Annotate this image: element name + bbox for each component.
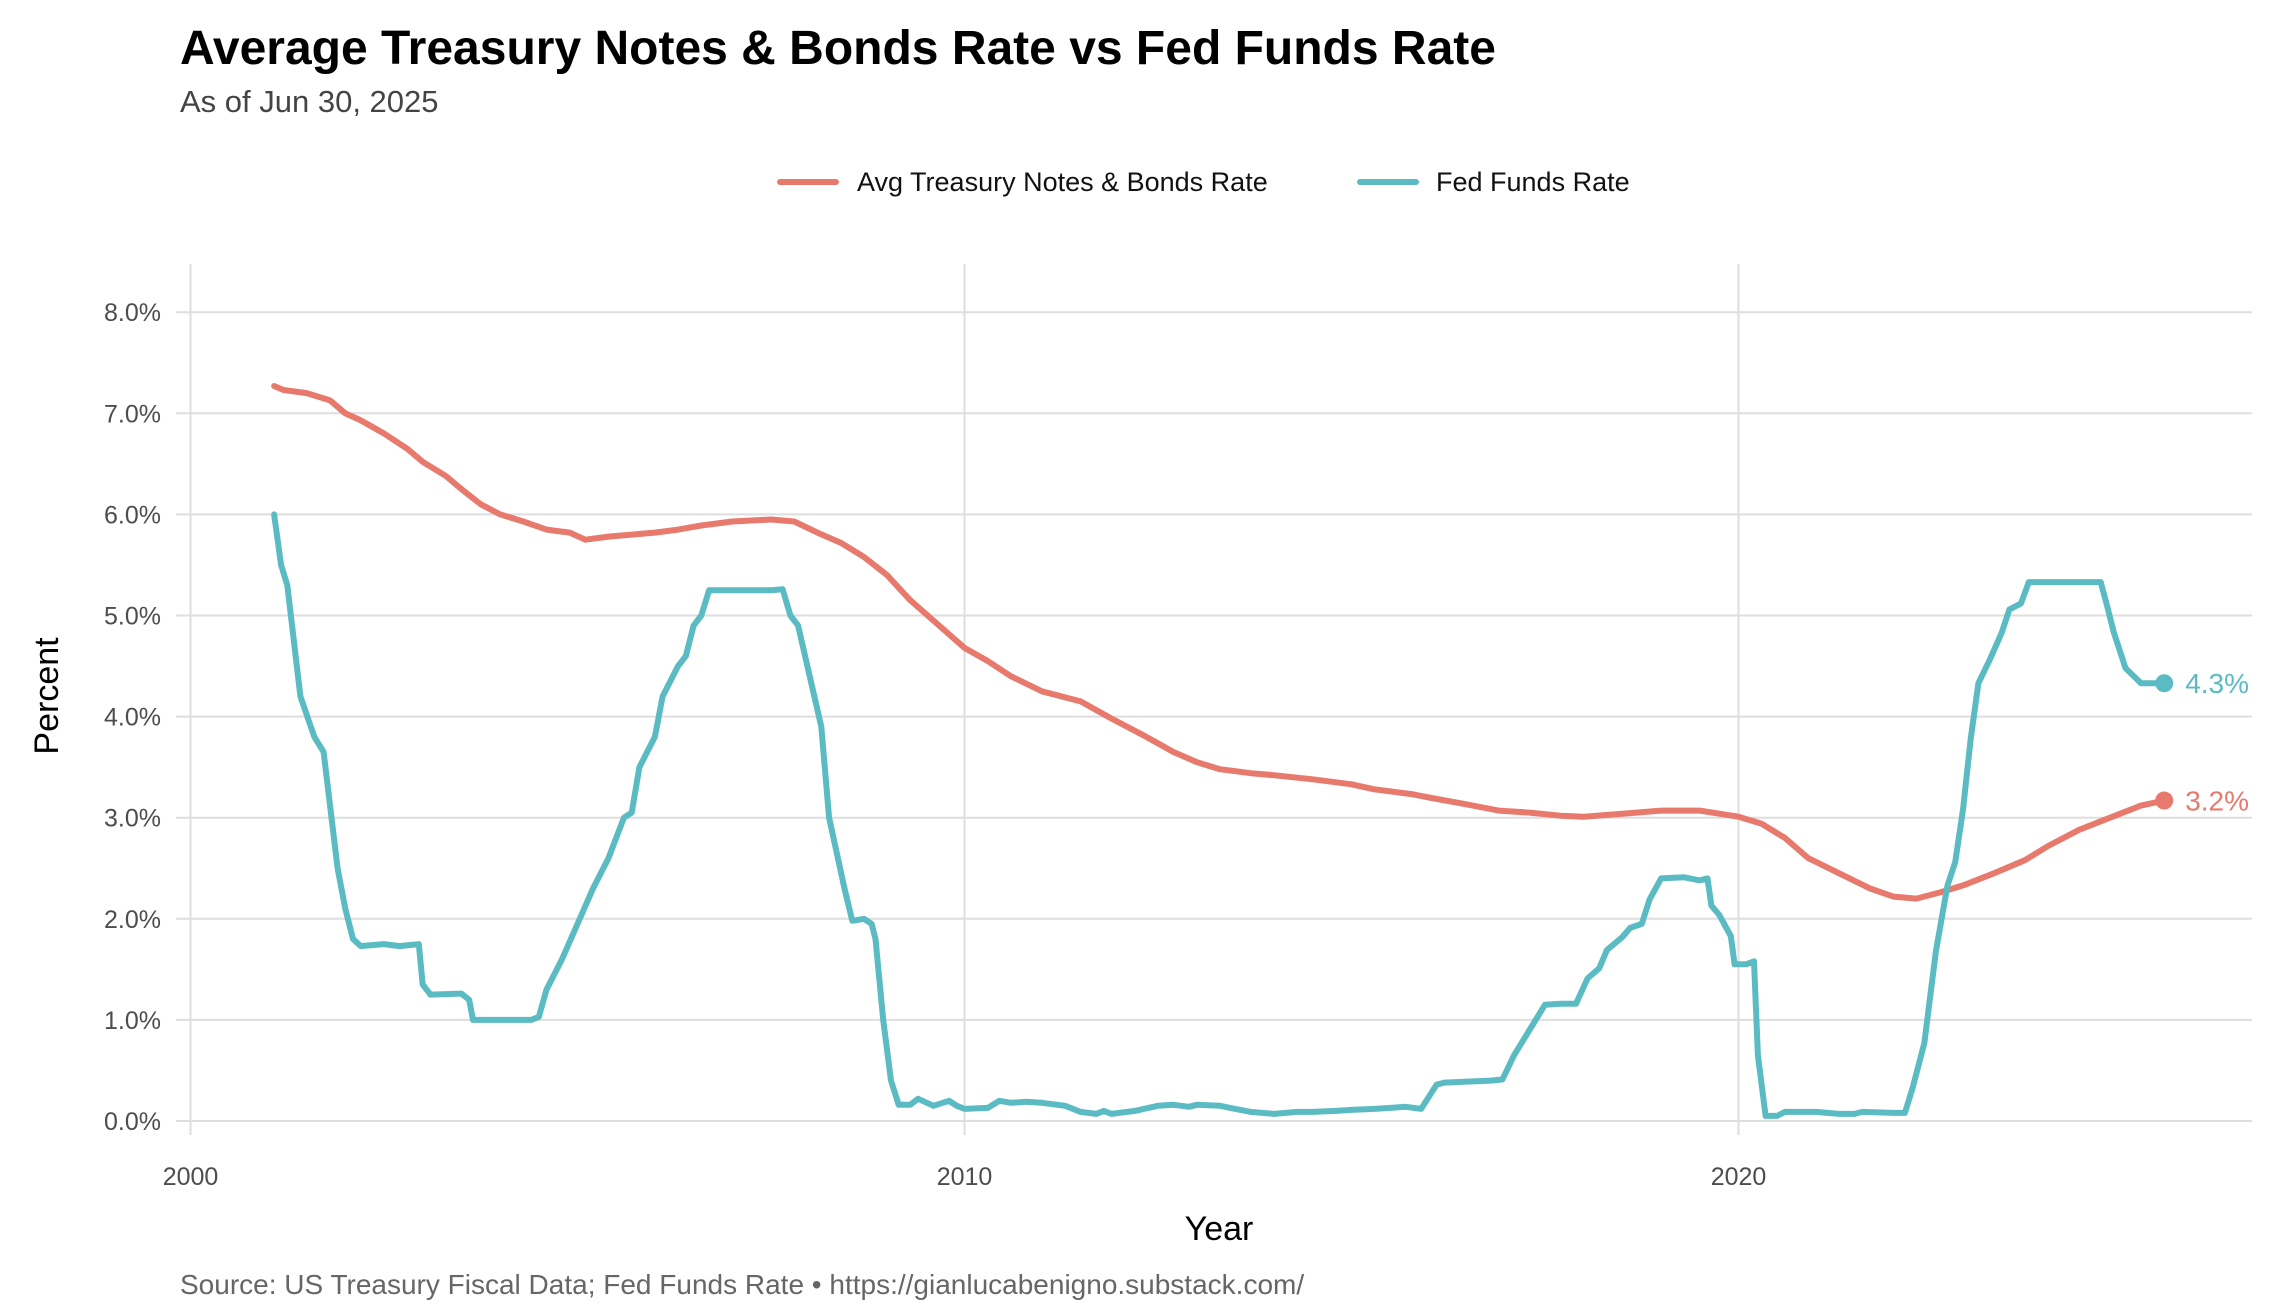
- y-axis-ticks: 0.0% 1.0% 2.0% 3.0% 4.0% 5.0% 6.0% 7.0% 8.0%: [104, 299, 161, 1136]
- y-tick-label: 5.0%: [104, 603, 161, 631]
- series-lines: 3.2% 4.3%: [271, 383, 2249, 1119]
- chart-title: Average Treasury Notes & Bonds Rate vs F…: [180, 22, 1496, 75]
- x-axis-ticks: 2000 2010 2020: [163, 1163, 1767, 1191]
- series-line-0: [271, 383, 2168, 902]
- y-tick-label: 1.0%: [104, 1007, 161, 1035]
- y-tick-label: 8.0%: [104, 299, 161, 327]
- chart-subtitle: As of Jun 30, 2025: [180, 84, 439, 119]
- y-tick-label: 6.0%: [104, 501, 161, 529]
- x-tick-label: 2010: [937, 1163, 993, 1191]
- end-label-0: 3.2%: [2185, 786, 2249, 817]
- end-point-0: [2155, 791, 2174, 810]
- x-tick-label: 2020: [1711, 1163, 1767, 1191]
- chart-caption: Source: US Treasury Fiscal Data; Fed Fun…: [180, 1269, 1304, 1300]
- x-axis-title: Year: [1185, 1210, 1254, 1248]
- legend: Avg Treasury Notes & Bonds Rate Fed Fund…: [777, 167, 1630, 197]
- end-label-1: 4.3%: [2185, 668, 2249, 699]
- y-tick-label: 7.0%: [104, 400, 161, 428]
- legend-label-fed-funds: Fed Funds Rate: [1436, 167, 1630, 197]
- series-line-1: [271, 511, 2168, 1119]
- y-tick-label: 0.0%: [104, 1108, 161, 1136]
- end-point-1: [2155, 674, 2174, 693]
- y-axis-title: Percent: [28, 637, 66, 755]
- x-tick-label: 2000: [163, 1163, 219, 1191]
- legend-label-treasury: Avg Treasury Notes & Bonds Rate: [857, 167, 1268, 197]
- y-tick-label: 2.0%: [104, 906, 161, 934]
- y-tick-label: 4.0%: [104, 704, 161, 732]
- y-tick-label: 3.0%: [104, 805, 161, 833]
- gridlines: [176, 264, 2252, 1135]
